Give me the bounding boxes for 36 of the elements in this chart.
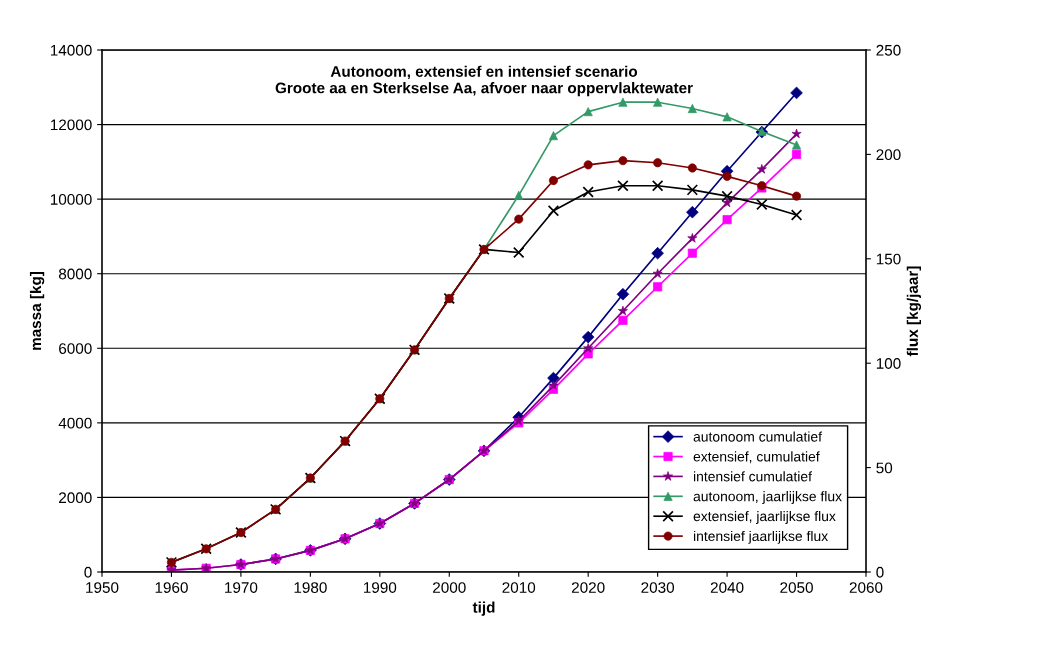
y-tick-label: 14000: [50, 44, 92, 56]
x-tick-label: 2040: [710, 582, 744, 593]
y-tick-label: 12000: [50, 119, 92, 131]
x-tick-label: 1960: [155, 582, 188, 593]
x-tick-label: 2010: [502, 582, 536, 593]
y2-axis-title: flux [kg/jaar]: [906, 266, 922, 357]
y2-tick-label: 200: [876, 149, 901, 161]
legend-label: intensief jaarlijkse flux: [693, 530, 828, 544]
legend-label: autonoom cumulatief: [693, 431, 823, 442]
x-tick-label: 2030: [641, 582, 675, 593]
y2-tick-label: 0: [876, 566, 884, 578]
y2-tick-label: 150: [876, 253, 901, 265]
y2-tick-label: 50: [876, 462, 893, 474]
text: Autonoom, extensief en intensief scenario Groote aa en Sterkselse Aa, afvoer naar oppervlaktewater: [275, 65, 693, 97]
y-tick-label: 6000: [59, 343, 92, 354]
legend-label: autonoom, jaarlijkse flux: [693, 491, 842, 505]
x-tick-label: 2050: [780, 582, 813, 593]
x-tick-label: 2020: [571, 582, 605, 593]
x-axis-title: tijd: [472, 601, 495, 616]
x-tick-label: 1970: [225, 582, 258, 593]
y2-tick-label: 250: [876, 44, 901, 56]
y-tick-label: 0: [84, 566, 92, 578]
x-tick-label: 1980: [294, 582, 327, 593]
y-tick-label: 2000: [59, 492, 92, 504]
legend-label: extensief, jaarlijkse flux: [693, 511, 836, 524]
legend-label: intensief cumulatief: [693, 471, 812, 482]
legend-label: extensief, cumulatief: [693, 451, 820, 464]
y2-tick-label: 100: [876, 358, 901, 369]
y-tick-label: 4000: [58, 417, 92, 429]
x-tick-label: 1990: [363, 582, 397, 593]
y-tick-label: 8000: [58, 268, 92, 280]
x-tick-label: 2000: [433, 582, 466, 593]
y-tick-label: 10000: [50, 194, 92, 205]
x-tick-label: 1950: [86, 582, 119, 593]
y-axis-title: massa [kg]: [29, 271, 45, 350]
x-tick-label: 2060: [849, 582, 883, 593]
